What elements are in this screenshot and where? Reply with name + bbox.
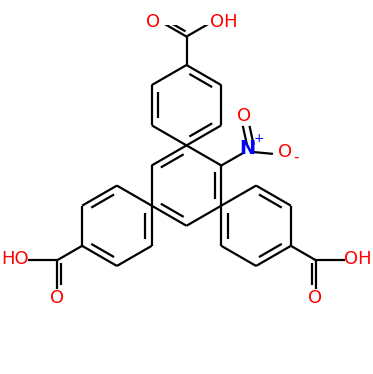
Text: -: - — [293, 150, 299, 165]
Text: O: O — [308, 289, 323, 307]
Text: O: O — [50, 289, 65, 307]
Text: OH: OH — [344, 251, 372, 269]
Text: HO: HO — [1, 251, 29, 269]
Text: O: O — [278, 143, 292, 161]
Text: OH: OH — [210, 13, 238, 31]
Text: O: O — [237, 107, 251, 125]
Text: O: O — [147, 13, 160, 31]
Text: N: N — [239, 139, 256, 158]
Text: +: + — [254, 132, 264, 145]
